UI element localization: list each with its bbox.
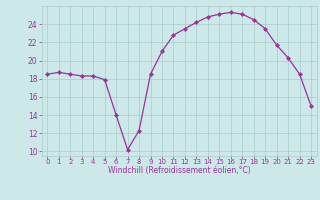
- X-axis label: Windchill (Refroidissement éolien,°C): Windchill (Refroidissement éolien,°C): [108, 166, 251, 175]
